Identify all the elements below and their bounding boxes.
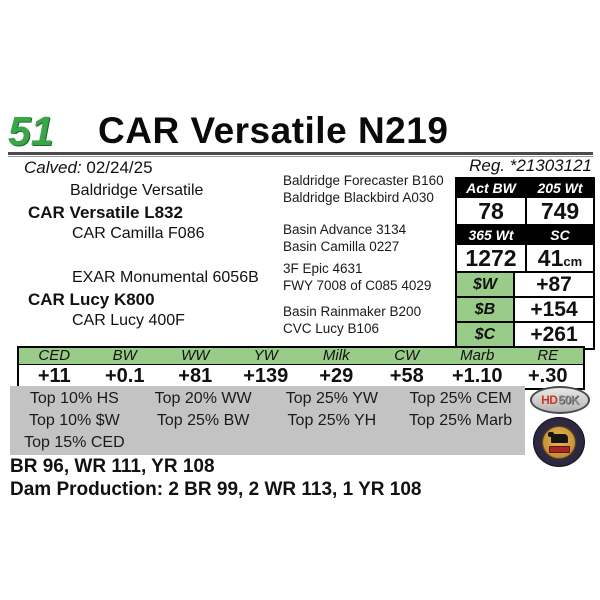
dollar-c-row: $C +261 (457, 323, 593, 348)
pedigree-ggp-group-3: 3F Epic 4631 FWY 7008 of C085 4029 (283, 260, 431, 294)
act-bw-header: Act BW (466, 180, 516, 196)
act-bw-value: 78 (478, 198, 504, 224)
performance-ratios: BR 96, WR 111, YR 108 (10, 456, 215, 477)
sc-header: SC (525, 226, 593, 243)
pedigree-ggp-name: Baldridge Forecaster B160 (283, 173, 444, 188)
pedigree-ggp-name: 3F Epic 4631 (283, 261, 363, 276)
percentile-item (268, 432, 397, 454)
205-wt-header: 205 Wt (525, 179, 593, 196)
title-underline-shadow (8, 156, 593, 157)
animal-name-title: CAR Versatile N219 (98, 110, 449, 151)
calved-label: Calved: (24, 158, 82, 177)
weights-table: Act BW 205 Wt 78 749 365 Wt SC 1272 41cm… (455, 177, 595, 350)
lot-number: 51 (8, 108, 54, 154)
epd-value-re: +.30 (528, 365, 568, 387)
weights-header-row-2: 365 Wt SC (457, 226, 593, 245)
epd-value-bw: +0.1 (105, 365, 145, 387)
epd-header-re: RE (537, 347, 559, 364)
hd50k-50k-text: 50K (558, 393, 579, 407)
pedigree-ggp-name: Basin Camilla 0227 (283, 239, 400, 254)
pedigree-ggp-name: CVC Lucy B106 (283, 321, 380, 336)
epd-value-marb: +1.10 (451, 365, 503, 387)
pedigree-ggp-name: Basin Advance 3134 (283, 222, 407, 237)
pedigree-dam: CAR Lucy K800 (28, 290, 155, 309)
epd-header-bw: BW (112, 347, 137, 364)
hd50k-hd-text: HD (541, 393, 558, 407)
pedigree-paternal-granddam: CAR Camilla F086 (72, 225, 205, 242)
dollar-w-row: $W +87 (457, 273, 593, 298)
dollar-w-value: +87 (515, 273, 593, 296)
205-wt-value: 749 (525, 198, 593, 224)
365-wt-header: 365 Wt (468, 227, 514, 243)
angus-seal-icon (533, 417, 585, 467)
epd-header-cw: CW (394, 347, 420, 364)
percentile-item (396, 432, 525, 454)
percentile-row-2: Top 10% $W Top 25% BW Top 25% YH Top 25%… (10, 410, 525, 432)
dollar-b-row: $B +154 (457, 298, 593, 323)
epd-value-row: +11 +0.1 +81 +139 +29 +58 +1.10 +.30 (19, 365, 583, 388)
calved-line: Calved: 02/24/25 (24, 158, 153, 178)
epd-value-milk: +29 (319, 365, 354, 387)
epd-header-ced: CED (38, 347, 71, 364)
percentile-item: Top 10% $W (29, 412, 120, 429)
weights-value-row: 78 749 (457, 198, 593, 226)
pedigree-ggp-group-2: Basin Advance 3134 Basin Camilla 0227 (283, 221, 406, 255)
epd-header-milk: Milk (322, 347, 350, 364)
registration-number: Reg. *21303121 (469, 156, 592, 175)
pedigree-maternal-grandsire: EXAR Monumental 6056B (72, 269, 259, 286)
percentile-item: Top 20% WW (154, 390, 252, 407)
percentile-item: Top 25% YH (287, 412, 377, 429)
sc-unit: cm (563, 254, 583, 269)
dollar-c-label: $C (457, 323, 515, 348)
sc-number: 41 (537, 245, 564, 271)
title-underline (8, 152, 593, 155)
pedigree-ggp-name: FWY 7008 of C085 4029 (283, 278, 432, 293)
pedigree-ggp-name: Basin Rainmaker B200 (283, 304, 422, 319)
percentile-item: Top 25% BW (156, 412, 250, 429)
epd-table: CED BW WW YW Milk CW Marb RE +11 +0.1 +8… (17, 346, 585, 390)
365-wt-value: 1272 (465, 245, 517, 271)
pedigree-maternal-granddam: CAR Lucy 400F (72, 312, 185, 329)
epd-value-ced: +11 (37, 365, 71, 387)
percentile-row-1: Top 10% HS Top 20% WW Top 25% YW Top 25%… (10, 388, 525, 410)
percentile-item: Top 25% YW (285, 390, 378, 407)
hd50k-logo: HD 50K (530, 386, 590, 414)
epd-header-ww: WW (181, 347, 210, 364)
calved-date: 02/24/25 (86, 158, 153, 177)
pedigree-paternal-grandsire: Baldridge Versatile (70, 182, 204, 199)
percentile-row-3: Top 15% CED (10, 432, 525, 454)
dollar-b-value: +154 (515, 298, 593, 321)
epd-header-yw: YW (253, 347, 278, 364)
weights-header-row: Act BW 205 Wt (457, 179, 593, 198)
seal-red-banner (549, 445, 570, 453)
epd-header-marb: Marb (460, 347, 495, 364)
sc-value: 41cm (525, 245, 593, 271)
percentile-rankings-box: Top 10% HS Top 20% WW Top 25% YW Top 25%… (10, 386, 525, 455)
percentile-item: Top 10% HS (29, 390, 119, 407)
bull-silhouette-icon (548, 431, 568, 443)
dollar-b-label: $B (457, 298, 515, 321)
pedigree-ggp-group-1: Baldridge Forecaster B160 Baldridge Blac… (283, 172, 444, 206)
epd-header-row: CED BW WW YW Milk CW Marb RE (19, 348, 583, 365)
weights-value-row-2: 1272 41cm (457, 245, 593, 273)
epd-value-cw: +58 (389, 365, 424, 387)
percentile-item (139, 432, 268, 454)
percentile-item: Top 25% Marb (409, 412, 513, 429)
pedigree-ggp-name: Baldridge Blackbird A030 (283, 190, 434, 205)
dollar-w-label: $W (457, 273, 515, 296)
percentile-item: Top 25% CEM (409, 390, 512, 407)
angus-seal-inner (542, 425, 576, 459)
percentile-item: Top 15% CED (24, 434, 125, 451)
dam-production: Dam Production: 2 BR 99, 2 WR 113, 1 YR … (10, 479, 422, 500)
epd-value-ww: +81 (178, 365, 213, 387)
epd-value-yw: +139 (243, 365, 289, 387)
pedigree-sire: CAR Versatile L832 (28, 203, 183, 222)
pedigree-ggp-group-4: Basin Rainmaker B200 CVC Lucy B106 (283, 303, 421, 337)
dollar-c-value: +261 (515, 323, 593, 348)
